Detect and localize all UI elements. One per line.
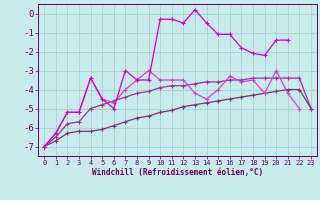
X-axis label: Windchill (Refroidissement éolien,°C): Windchill (Refroidissement éolien,°C)	[92, 168, 263, 177]
